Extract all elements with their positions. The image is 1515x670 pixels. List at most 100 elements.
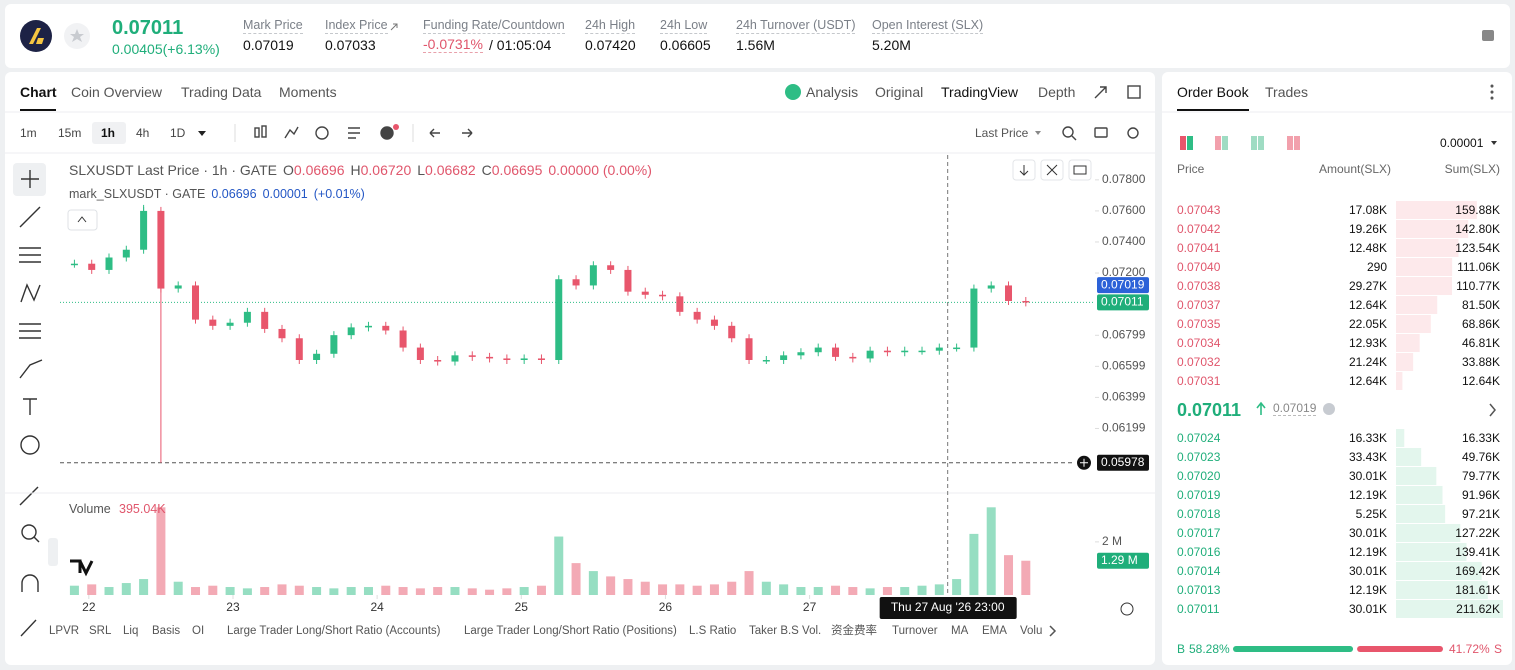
volume-bar: [727, 581, 737, 595]
interval[interactable]: 1h: [101, 126, 116, 140]
header-panel: [5, 4, 1510, 68]
volume-bar: [986, 507, 996, 595]
depth-bar: [1396, 258, 1453, 276]
badge: [393, 124, 399, 130]
ohlc-label: H: [350, 162, 361, 178]
depth-bar: [1396, 353, 1414, 371]
header-icon[interactable]: [1482, 30, 1494, 41]
ob-price: 0.07042: [1177, 222, 1221, 236]
volume-bar: [709, 584, 719, 595]
sell-bar: [1357, 646, 1443, 652]
tab[interactable]: Trading Data: [181, 84, 262, 100]
candle: [330, 335, 338, 354]
indicator[interactable]: LPVR: [49, 625, 80, 637]
indicator[interactable]: Large Trader Long/Short Ratio (Accounts): [227, 625, 441, 637]
view-tab[interactable]: Analysis: [806, 84, 859, 100]
y-tick-label: 0.07600: [1102, 203, 1146, 217]
tab[interactable]: Coin Overview: [71, 84, 163, 100]
volume-bar: [952, 579, 962, 595]
candle: [693, 311, 701, 320]
ob-sum: 211.62K: [1456, 602, 1500, 616]
candle: [849, 356, 857, 359]
price-source[interactable]: Last Price: [975, 126, 1029, 140]
volume-bar: [675, 584, 685, 595]
depth-bar: [1396, 467, 1437, 485]
layout-icons[interactable]: [1180, 136, 1300, 150]
candle: [883, 350, 891, 353]
candle: [762, 359, 770, 362]
indicator[interactable]: Volu: [1020, 625, 1043, 637]
ohlc-label: L: [417, 162, 426, 178]
toolbar-icons[interactable]: [254, 85, 1141, 141]
ob-amount: 30.01K: [1348, 564, 1387, 578]
indicator[interactable]: 资金费率: [831, 625, 877, 637]
candle: [901, 350, 909, 353]
indicator[interactable]: Taker B.S Vol.: [749, 625, 822, 637]
tab[interactable]: Chart: [20, 84, 57, 100]
ob-tab[interactable]: Order Book: [1177, 84, 1249, 100]
interval[interactable]: 1m: [20, 126, 37, 140]
ohlc-value: 0.06695: [491, 162, 543, 178]
candle: [589, 265, 597, 286]
indicator[interactable]: Large Trader Long/Short Ratio (Positions…: [464, 625, 677, 637]
chevron[interactable]: [1049, 625, 1057, 637]
view-tab[interactable]: Original: [875, 84, 924, 100]
volume-bar: [502, 588, 512, 595]
y-tick-label: 0.07200: [1102, 265, 1146, 279]
ob-price: 0.07032: [1177, 355, 1221, 369]
candle: [209, 319, 217, 326]
stat-value: 0.07420: [585, 37, 636, 53]
ob-tab[interactable]: Trades: [1265, 84, 1309, 100]
y-tick-label: 0.06199: [1102, 421, 1146, 435]
ob-header: Amount(SLX): [1318, 162, 1391, 176]
drawing-tools[interactable]: [19, 170, 43, 637]
ob-sum: 91.96K: [1461, 488, 1500, 502]
indicator[interactable]: Liq: [123, 625, 139, 637]
indicator[interactable]: L.S Ratio: [689, 625, 737, 637]
view-tab[interactable]: Depth: [1038, 84, 1076, 100]
indicator[interactable]: OI: [192, 625, 205, 637]
indicator[interactable]: SRL: [89, 625, 112, 637]
ob-price: 0.07013: [1177, 583, 1221, 597]
ob-amount: 29.27K: [1348, 279, 1387, 293]
interval[interactable]: 4h: [136, 126, 150, 140]
ob-price: 0.07011: [1177, 602, 1220, 616]
ob-price: 0.07018: [1177, 507, 1221, 521]
indicator[interactable]: Basis: [152, 625, 181, 637]
indicator[interactable]: MA: [951, 625, 969, 637]
view-tab[interactable]: TradingView: [941, 84, 1019, 100]
ohlc: L0.06682: [417, 162, 475, 178]
ob-amount: 16.33K: [1348, 431, 1387, 445]
ob-amount: 33.43K: [1348, 450, 1387, 464]
tab[interactable]: Moments: [279, 84, 337, 100]
ob-price: 0.07024: [1177, 431, 1221, 445]
ob-price: 0.07014: [1177, 564, 1221, 578]
chevron[interactable]: [1489, 403, 1496, 417]
candle: [987, 285, 995, 289]
volume-bar: [467, 588, 477, 595]
ob-sum: 16.33K: [1461, 431, 1500, 445]
ohlc-value: 0.06696: [293, 162, 345, 178]
volume-bar: [121, 583, 131, 595]
volume-bar: [225, 587, 235, 595]
chart-buttons[interactable]: [67, 159, 1134, 616]
volume-bar: [536, 585, 546, 595]
stat-label: Funding Rate/Countdown: [423, 18, 565, 34]
price-change: 0.00405(+6.13%): [112, 41, 220, 57]
interval[interactable]: 15m: [58, 126, 82, 140]
interval[interactable]: 1D: [170, 126, 186, 140]
indicator[interactable]: Turnover: [892, 625, 938, 637]
indicator[interactable]: EMA: [982, 625, 1007, 637]
candle: [347, 327, 355, 336]
precision[interactable]: 0.00001: [1440, 136, 1484, 150]
x-tick-label: 25: [515, 600, 529, 614]
stat-value: 5.20M: [872, 37, 911, 53]
depth-bar: [1396, 505, 1446, 523]
ob-sum: 12.64K: [1461, 374, 1500, 388]
collapse[interactable]: [48, 538, 58, 566]
countdown: / 01:05:04: [489, 37, 552, 53]
candle: [780, 355, 788, 360]
candle: [434, 359, 442, 362]
depth-bar: [1396, 581, 1488, 599]
